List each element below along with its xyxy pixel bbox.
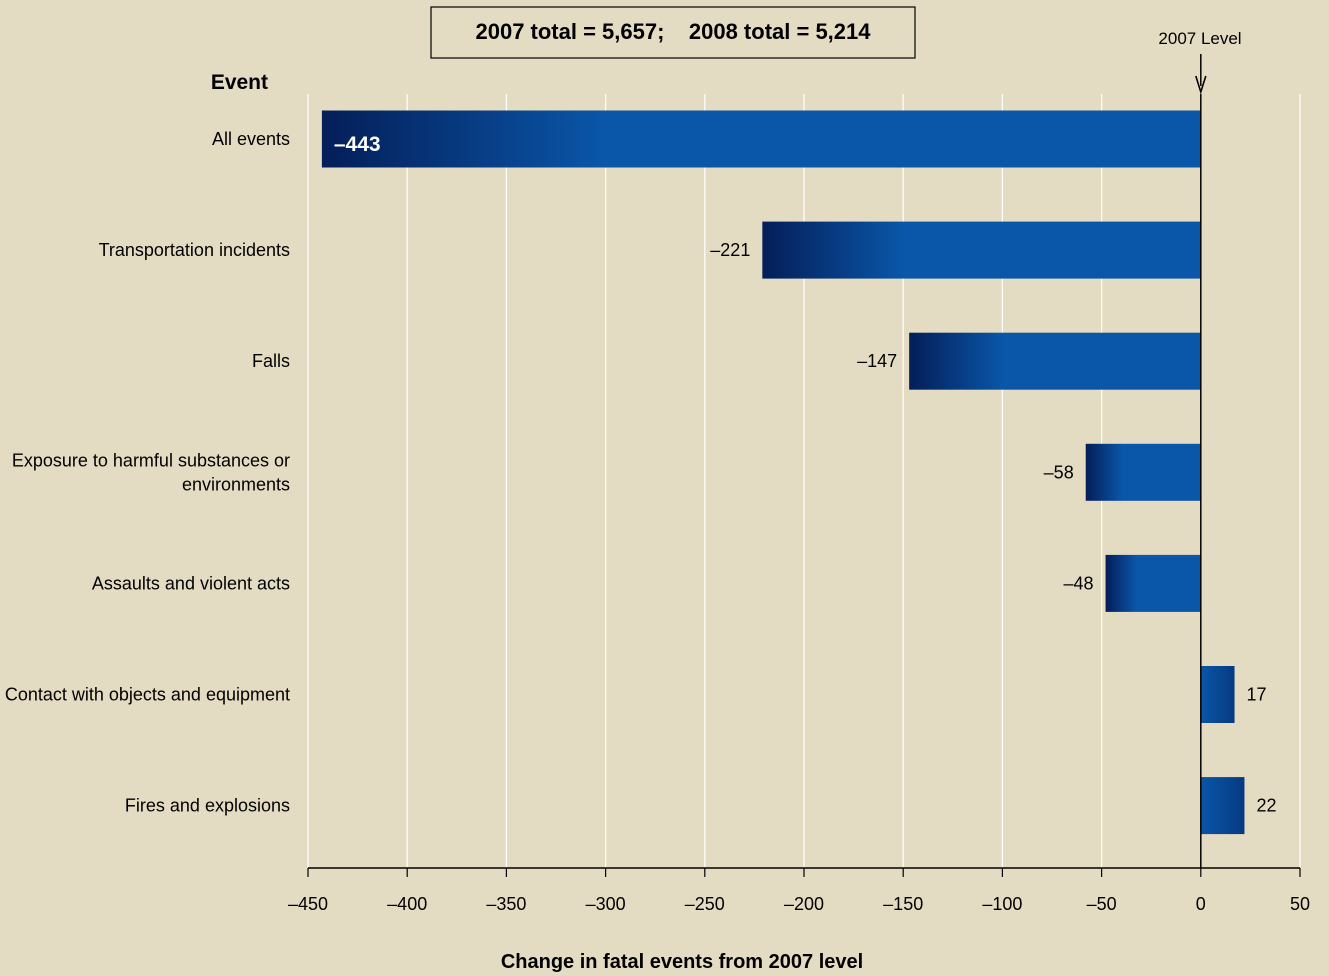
category-label: Assaults and violent acts	[92, 573, 290, 593]
reference-line-group	[1195, 54, 1207, 868]
x-tick-label: –400	[387, 894, 427, 914]
bars	[321, 110, 1245, 835]
x-tick-label: –100	[982, 894, 1022, 914]
x-tick-label: –150	[883, 894, 923, 914]
value-label: –48	[1064, 573, 1094, 593]
x-tick-label: –250	[685, 894, 725, 914]
x-tick-label: –450	[288, 894, 328, 914]
bar	[1200, 666, 1235, 723]
category-labels: All events Transportation incidents Falls E…	[5, 129, 290, 816]
bar	[321, 110, 1201, 168]
x-axis-title: Change in fatal events from 2007 level	[501, 951, 863, 973]
value-label: 22	[1256, 796, 1276, 816]
x-tick-label: –300	[586, 894, 626, 914]
category-label: Fires and explosions	[125, 796, 290, 816]
x-tick-label: 50	[1290, 894, 1310, 914]
value-label: 17	[1247, 685, 1267, 705]
value-label: –443	[334, 133, 381, 156]
x-tick-label: –200	[784, 894, 824, 914]
summary-box-text: 2007 total = 5,657; 2008 total = 5,214	[475, 19, 871, 44]
x-tick-label: 0	[1196, 894, 1206, 914]
bar	[1105, 554, 1201, 612]
category-label: Falls	[252, 351, 290, 371]
bar	[1085, 443, 1201, 501]
bar	[762, 221, 1201, 279]
category-label: Transportation incidents	[99, 240, 290, 260]
value-label: –147	[857, 351, 897, 371]
category-label: Contact with objects and equipment	[5, 685, 290, 705]
x-tick-label: –350	[486, 894, 526, 914]
bar	[909, 332, 1201, 390]
reference-arrow-head	[1195, 75, 1207, 95]
value-label: –221	[710, 240, 750, 260]
reference-line-label: 2007 Level	[1158, 29, 1241, 48]
value-label: –58	[1044, 462, 1074, 482]
value-labels: –443 –221 –147 –58 –48 17 22	[334, 133, 1277, 816]
category-label: All events	[212, 129, 290, 149]
x-tick-label: –50	[1087, 894, 1117, 914]
bar	[1200, 777, 1245, 835]
x-axis: –450 –400 –350 –300 –250 –200 –150 –100 –50 0 50	[288, 867, 1310, 914]
category-label: Exposure to harmful substances or environ…	[12, 450, 290, 494]
y-axis-header: Event	[211, 71, 268, 94]
summary-box	[430, 6, 916, 59]
